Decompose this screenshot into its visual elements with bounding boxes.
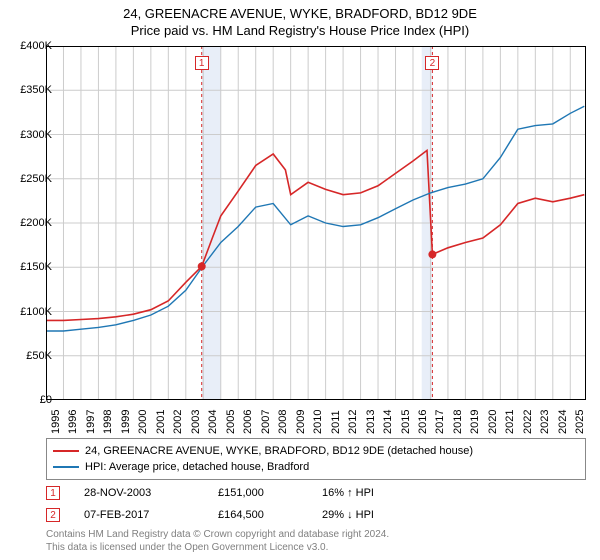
x-tick-label: 2011	[330, 410, 342, 434]
chart-title-block: 24, GREENACRE AVENUE, WYKE, BRADFORD, BD…	[0, 0, 600, 38]
chart-area	[46, 46, 586, 400]
x-tick-label: 2004	[207, 410, 219, 434]
chart-title-main: 24, GREENACRE AVENUE, WYKE, BRADFORD, BD…	[0, 6, 600, 21]
x-tick-label: 2017	[434, 410, 446, 434]
x-tick-label: 2007	[260, 410, 272, 434]
transaction-table: 1 28-NOV-2003 £151,000 16% ↑ HPI 2 07-FE…	[46, 482, 402, 526]
x-tick-label: 2021	[504, 410, 516, 434]
legend-swatch-hpi	[53, 466, 79, 468]
footer-line-1: Contains HM Land Registry data © Crown c…	[46, 528, 389, 541]
transaction-date-1: 28-NOV-2003	[84, 487, 194, 499]
y-tick-label: £100K	[8, 306, 52, 318]
y-tick-label: £350K	[8, 84, 52, 96]
x-tick-label: 2016	[417, 410, 429, 434]
x-tick-label: 2001	[155, 410, 167, 434]
x-tick-label: 2020	[487, 410, 499, 434]
x-tick-label: 2015	[400, 410, 412, 434]
x-tick-label: 1996	[67, 410, 79, 434]
x-tick-label: 2003	[190, 410, 202, 434]
x-tick-label: 1999	[120, 410, 132, 434]
legend-label-property: 24, GREENACRE AVENUE, WYKE, BRADFORD, BD…	[85, 443, 473, 459]
transaction-delta-2: 29% ↓ HPI	[322, 509, 402, 521]
y-tick-label: £150K	[8, 261, 52, 273]
x-tick-label: 2024	[557, 410, 569, 434]
y-tick-label: £200K	[8, 217, 52, 229]
x-tick-label: 2006	[242, 410, 254, 434]
x-tick-label: 1995	[50, 410, 62, 434]
x-tick-label: 2022	[522, 410, 534, 434]
x-tick-label: 2018	[452, 410, 464, 434]
transaction-marker-1: 1	[46, 486, 60, 500]
x-tick-label: 2000	[137, 410, 149, 434]
chart-title-sub: Price paid vs. HM Land Registry's House …	[0, 23, 600, 38]
footer-line-2: This data is licensed under the Open Gov…	[46, 541, 389, 554]
legend-row-property: 24, GREENACRE AVENUE, WYKE, BRADFORD, BD…	[53, 443, 579, 459]
y-tick-label: £400K	[8, 40, 52, 52]
x-tick-label: 2012	[347, 410, 359, 434]
y-tick-label: £0	[8, 394, 52, 406]
transaction-delta-1: 16% ↑ HPI	[322, 487, 402, 499]
x-tick-label: 2023	[539, 410, 551, 434]
x-tick-label: 2019	[469, 410, 481, 434]
chart-transaction-marker: 1	[195, 56, 209, 70]
transaction-price-1: £151,000	[218, 487, 298, 499]
transaction-marker-2: 2	[46, 508, 60, 522]
x-tick-label: 1997	[85, 410, 97, 434]
transaction-row-1: 1 28-NOV-2003 £151,000 16% ↑ HPI	[46, 482, 402, 504]
y-tick-label: £250K	[8, 173, 52, 185]
legend-row-hpi: HPI: Average price, detached house, Brad…	[53, 459, 579, 475]
legend-label-hpi: HPI: Average price, detached house, Brad…	[85, 459, 309, 475]
footer-attribution: Contains HM Land Registry data © Crown c…	[46, 528, 389, 554]
transaction-date-2: 07-FEB-2017	[84, 509, 194, 521]
x-tick-label: 2025	[574, 410, 586, 434]
x-tick-label: 2002	[172, 410, 184, 434]
x-tick-label: 2008	[277, 410, 289, 434]
x-tick-label: 2009	[295, 410, 307, 434]
x-tick-label: 2010	[312, 410, 324, 434]
transaction-row-2: 2 07-FEB-2017 £164,500 29% ↓ HPI	[46, 504, 402, 526]
x-tick-label: 1998	[102, 410, 114, 434]
y-tick-label: £50K	[8, 350, 52, 362]
x-tick-label: 2005	[225, 410, 237, 434]
chart-transaction-marker: 2	[425, 56, 439, 70]
legend-box: 24, GREENACRE AVENUE, WYKE, BRADFORD, BD…	[46, 438, 586, 480]
x-tick-label: 2014	[382, 410, 394, 434]
legend-swatch-property	[53, 450, 79, 452]
y-tick-label: £300K	[8, 129, 52, 141]
transaction-price-2: £164,500	[218, 509, 298, 521]
chart-svg	[46, 46, 586, 400]
x-tick-label: 2013	[365, 410, 377, 434]
